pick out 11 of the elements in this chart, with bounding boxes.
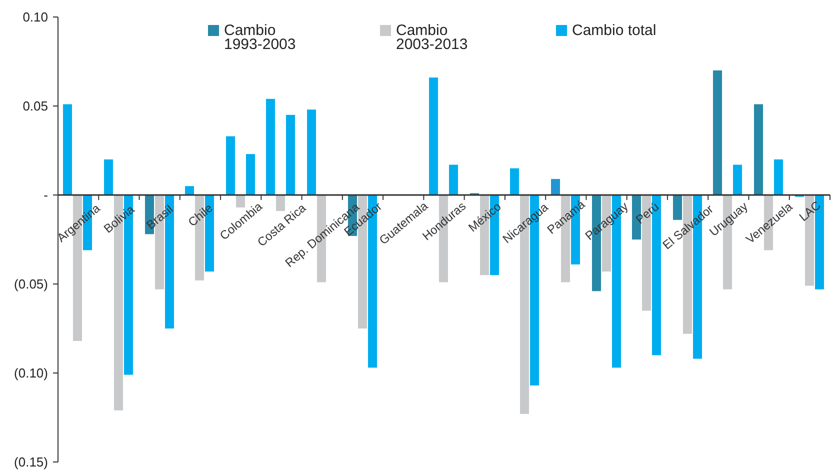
y-tick-label: 0.10 <box>22 10 48 25</box>
y-tick-label: 0.05 <box>22 98 48 114</box>
y-tick-label: (0.15) <box>14 454 48 470</box>
y-tick-label: - <box>44 188 48 203</box>
legend-label: Cambio total <box>572 22 656 39</box>
x-tick-label: LAC <box>796 198 824 224</box>
legend-label: Cambio 1993-2003 <box>224 22 296 53</box>
x-tick-label: Chile <box>185 200 216 230</box>
y-tick-label: (0.10) <box>14 366 48 381</box>
legend-label: Cambio 2003-2013 <box>396 22 468 53</box>
y-tick-label: (0.05) <box>14 276 48 292</box>
